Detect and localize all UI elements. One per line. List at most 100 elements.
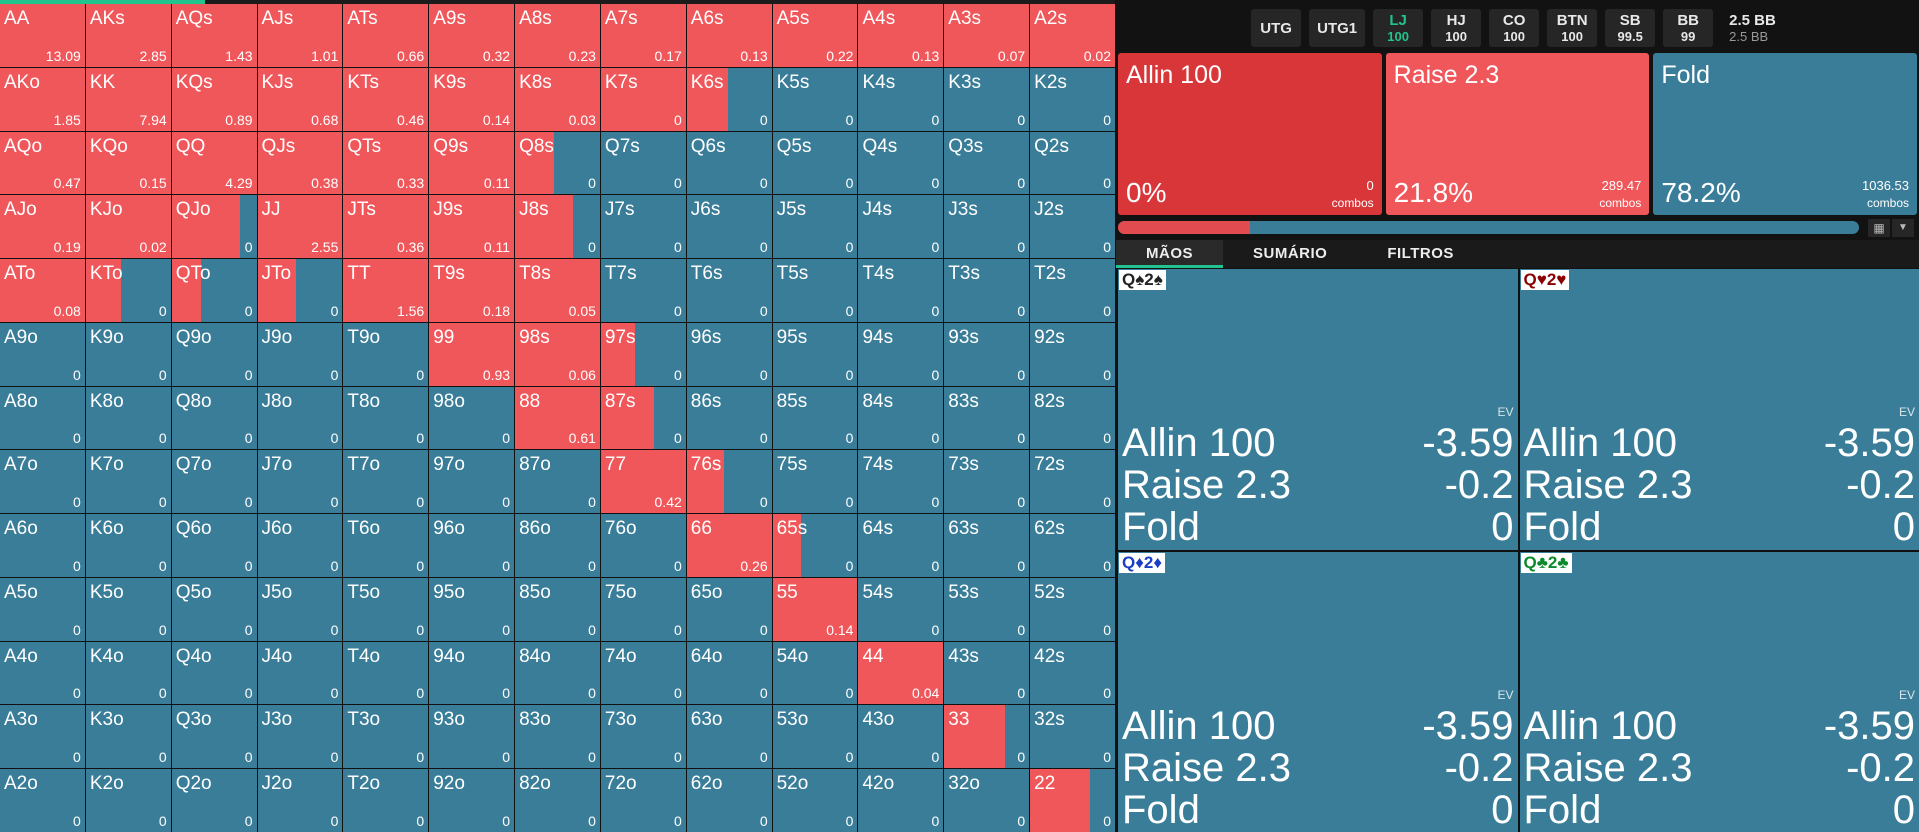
- range-cell-AQs[interactable]: AQs 1.43: [171, 4, 257, 67]
- range-cell-J8o[interactable]: J8o 0: [257, 386, 343, 450]
- range-cell-T4s[interactable]: T4s 0: [858, 259, 944, 322]
- range-cell-J4o[interactable]: J4o 0: [257, 641, 343, 705]
- position-bb[interactable]: BB 99: [1663, 9, 1714, 47]
- range-cell-Q5s[interactable]: Q5s 0: [772, 131, 858, 195]
- range-cell-T2o[interactable]: T2o 0: [343, 769, 429, 832]
- range-cell-42o[interactable]: 42o 0: [858, 769, 944, 832]
- range-cell-96s[interactable]: 96s 0: [686, 322, 772, 386]
- hand-card[interactable]: Q♥2♥ EV Allin 100 -3.59 Raise 2.3 -0.2 Fold 0: [1519, 269, 1919, 550]
- range-cell-A4o[interactable]: A4o 0: [0, 641, 85, 705]
- range-cell-KTo[interactable]: KTo 0: [85, 259, 171, 322]
- range-cell-J6s[interactable]: J6s 0: [686, 195, 772, 259]
- range-cell-KJo[interactable]: KJo 0.02: [85, 195, 171, 259]
- range-cell-Q3s[interactable]: Q3s 0: [944, 131, 1030, 195]
- range-cell-73s[interactable]: 73s 0: [944, 450, 1030, 514]
- range-cell-A7o[interactable]: A7o 0: [0, 450, 85, 514]
- position-sb[interactable]: SB 99.5: [1605, 9, 1656, 47]
- range-cell-K7s[interactable]: K7s 0: [600, 67, 686, 131]
- range-cell-T5o[interactable]: T5o 0: [343, 577, 429, 641]
- range-cell-95o[interactable]: 95o 0: [429, 577, 515, 641]
- range-cell-55[interactable]: 55 0.14: [772, 577, 858, 641]
- tab-2[interactable]: FILTROS: [1387, 245, 1454, 262]
- range-cell-K4o[interactable]: K4o 0: [85, 641, 171, 705]
- range-cell-A2s[interactable]: A2s 0.02: [1030, 4, 1115, 67]
- range-cell-KTs[interactable]: KTs 0.46: [343, 67, 429, 131]
- position-utg1[interactable]: UTG1: [1309, 9, 1366, 47]
- range-cell-QJs[interactable]: QJs 0.38: [257, 131, 343, 195]
- range-cell-T8o[interactable]: T8o 0: [343, 386, 429, 450]
- range-cell-72s[interactable]: 72s 0: [1030, 450, 1115, 514]
- range-cell-T7s[interactable]: T7s 0: [600, 259, 686, 322]
- range-cell-54o[interactable]: 54o 0: [772, 641, 858, 705]
- range-cell-77[interactable]: 77 0.42: [600, 450, 686, 514]
- range-cell-53o[interactable]: 53o 0: [772, 705, 858, 769]
- range-cell-KJs[interactable]: KJs 0.68: [257, 67, 343, 131]
- range-cell-64o[interactable]: 64o 0: [686, 641, 772, 705]
- action-raise[interactable]: Raise 2.3 21.8% 289.47 combos: [1385, 53, 1650, 215]
- range-cell-32s[interactable]: 32s 0: [1030, 705, 1115, 769]
- range-cell-A9s[interactable]: A9s 0.32: [429, 4, 515, 67]
- range-cell-T3s[interactable]: T3s 0: [944, 259, 1030, 322]
- range-cell-T8s[interactable]: T8s 0.05: [515, 259, 600, 322]
- range-cell-66[interactable]: 66 0.26: [686, 514, 772, 577]
- range-cell-83o[interactable]: 83o 0: [515, 705, 600, 769]
- range-cell-Q7o[interactable]: Q7o 0: [171, 450, 257, 514]
- range-cell-94s[interactable]: 94s 0: [858, 322, 944, 386]
- range-cell-44[interactable]: 44 0.04: [858, 641, 944, 705]
- range-cell-85o[interactable]: 85o 0: [515, 577, 600, 641]
- range-cell-Q8s[interactable]: Q8s 0: [515, 131, 600, 195]
- range-cell-82o[interactable]: 82o 0: [515, 769, 600, 832]
- range-cell-KQs[interactable]: KQs 0.89: [171, 67, 257, 131]
- range-cell-K9s[interactable]: K9s 0.14: [429, 67, 515, 131]
- range-cell-85s[interactable]: 85s 0: [772, 386, 858, 450]
- hand-card[interactable]: Q♦2♦ EV Allin 100 -3.59 Raise 2.3 -0.2 Fold 0: [1118, 551, 1518, 832]
- hand-card[interactable]: Q♠2♠ EV Allin 100 -3.59 Raise 2.3 -0.2 Fold 0: [1118, 269, 1518, 550]
- position-btn[interactable]: BTN 100: [1547, 9, 1598, 47]
- range-cell-Q3o[interactable]: Q3o 0: [171, 705, 257, 769]
- range-cell-K6o[interactable]: K6o 0: [85, 514, 171, 577]
- range-cell-AKs[interactable]: AKs 2.85: [85, 4, 171, 67]
- range-cell-Q4o[interactable]: Q4o 0: [171, 641, 257, 705]
- range-cell-T6s[interactable]: T6s 0: [686, 259, 772, 322]
- range-cell-A9o[interactable]: A9o 0: [0, 322, 85, 386]
- range-cell-A2o[interactable]: A2o 0: [0, 769, 85, 832]
- range-cell-K5s[interactable]: K5s 0: [772, 67, 858, 131]
- chevron-down-icon[interactable]: ▼: [1892, 219, 1914, 237]
- range-cell-Q7s[interactable]: Q7s 0: [600, 131, 686, 195]
- range-cell-J3o[interactable]: J3o 0: [257, 705, 343, 769]
- range-cell-J2o[interactable]: J2o 0: [257, 769, 343, 832]
- range-cell-52s[interactable]: 52s 0: [1030, 577, 1115, 641]
- range-cell-T5s[interactable]: T5s 0: [772, 259, 858, 322]
- range-cell-73o[interactable]: 73o 0: [600, 705, 686, 769]
- range-cell-92s[interactable]: 92s 0: [1030, 322, 1115, 386]
- range-cell-A5s[interactable]: A5s 0.22: [772, 4, 858, 67]
- range-cell-93o[interactable]: 93o 0: [429, 705, 515, 769]
- range-cell-K2s[interactable]: K2s 0: [1030, 67, 1115, 131]
- range-cell-43s[interactable]: 43s 0: [944, 641, 1030, 705]
- range-cell-A3s[interactable]: A3s 0.07: [944, 4, 1030, 67]
- range-cell-Q2o[interactable]: Q2o 0: [171, 769, 257, 832]
- range-cell-KK[interactable]: KK 7.94: [85, 67, 171, 131]
- position-utg[interactable]: UTG: [1251, 9, 1302, 47]
- range-cell-QQ[interactable]: QQ 4.29: [171, 131, 257, 195]
- range-cell-63s[interactable]: 63s 0: [944, 514, 1030, 577]
- position-hj[interactable]: HJ 100: [1431, 9, 1482, 47]
- hand-card[interactable]: Q♣2♣ EV Allin 100 -3.59 Raise 2.3 -0.2 Fold 0: [1519, 551, 1919, 832]
- range-cell-95s[interactable]: 95s 0: [772, 322, 858, 386]
- range-cell-T2s[interactable]: T2s 0: [1030, 259, 1115, 322]
- range-cell-J9o[interactable]: J9o 0: [257, 322, 343, 386]
- range-cell-QTs[interactable]: QTs 0.33: [343, 131, 429, 195]
- range-cell-J6o[interactable]: J6o 0: [257, 514, 343, 577]
- range-cell-98s[interactable]: 98s 0.06: [515, 322, 600, 386]
- range-cell-T6o[interactable]: T6o 0: [343, 514, 429, 577]
- range-cell-KQo[interactable]: KQo 0.15: [85, 131, 171, 195]
- range-cell-T7o[interactable]: T7o 0: [343, 450, 429, 514]
- range-cell-74s[interactable]: 74s 0: [858, 450, 944, 514]
- range-cell-A6o[interactable]: A6o 0: [0, 514, 85, 577]
- range-cell-A4s[interactable]: A4s 0.13: [858, 4, 944, 67]
- range-cell-62o[interactable]: 62o 0: [686, 769, 772, 832]
- range-cell-75o[interactable]: 75o 0: [600, 577, 686, 641]
- range-cell-A3o[interactable]: A3o 0: [0, 705, 85, 769]
- range-cell-A6s[interactable]: A6s 0.13: [686, 4, 772, 67]
- range-cell-Q9s[interactable]: Q9s 0.11: [429, 131, 515, 195]
